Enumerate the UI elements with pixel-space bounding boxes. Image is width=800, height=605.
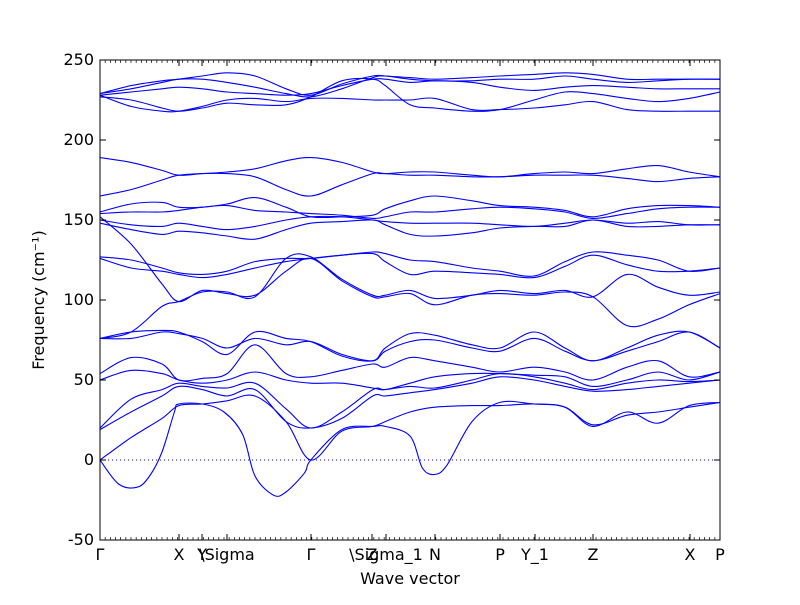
x-tick-label: N [429, 545, 441, 564]
band-line-3 [100, 78, 720, 96]
band-line-12 [100, 251, 720, 277]
band-line-14 [100, 216, 720, 328]
x-tick-label: \Sigma [199, 545, 255, 564]
y-tick-label: 50 [74, 370, 94, 389]
plot-area [100, 60, 720, 540]
x-tick-label: Γ [96, 545, 105, 564]
band-line-10 [100, 215, 720, 231]
x-tick-label: Y_1 [520, 545, 549, 565]
x-tick-label: P [495, 545, 505, 564]
x-tick-label: X [174, 545, 185, 564]
y-tick-label: 0 [84, 450, 94, 469]
band-line-20 [100, 372, 720, 429]
x-tick-label: P [715, 545, 725, 564]
band-line-15 [100, 253, 720, 339]
y-axis-label: Frequency (cm⁻¹) [29, 230, 48, 369]
x-tick-label: Z [367, 545, 378, 564]
band-line-18 [100, 344, 720, 382]
y-tick-label: -50 [68, 530, 94, 549]
series-layer [100, 72, 720, 497]
band-line-23 [100, 400, 720, 497]
plot-background [100, 60, 720, 540]
y-tick-label: 150 [63, 210, 94, 229]
band-line-9 [100, 204, 720, 220]
x-tick-label: Z [588, 545, 599, 564]
band-line-13 [100, 252, 720, 279]
x-axis: Γ X Y\Sigma Γ Z\Sigma_1 N P Y_1 Z X P [96, 60, 725, 565]
x-tick-label: Γ [307, 545, 316, 564]
x-tick-label: \Sigma_1 [349, 545, 423, 565]
band-line-11 [100, 219, 720, 240]
x-axis-label: Wave vector [360, 569, 460, 588]
y-tick-label: 200 [63, 130, 94, 149]
band-line-7 [100, 172, 720, 197]
x-tick-label: X [685, 545, 696, 564]
band-line-5 [100, 72, 720, 96]
band-line-21 [100, 376, 720, 431]
band-line-17 [100, 331, 720, 362]
y-tick-label: 100 [63, 290, 94, 309]
y-axis: -50 0 50 100 150 200 250 [63, 50, 720, 549]
y-tick-label: 250 [63, 50, 94, 69]
band-line-1 [100, 94, 720, 113]
band-line-2 [100, 78, 720, 112]
x-tick-label: Y [196, 545, 207, 564]
